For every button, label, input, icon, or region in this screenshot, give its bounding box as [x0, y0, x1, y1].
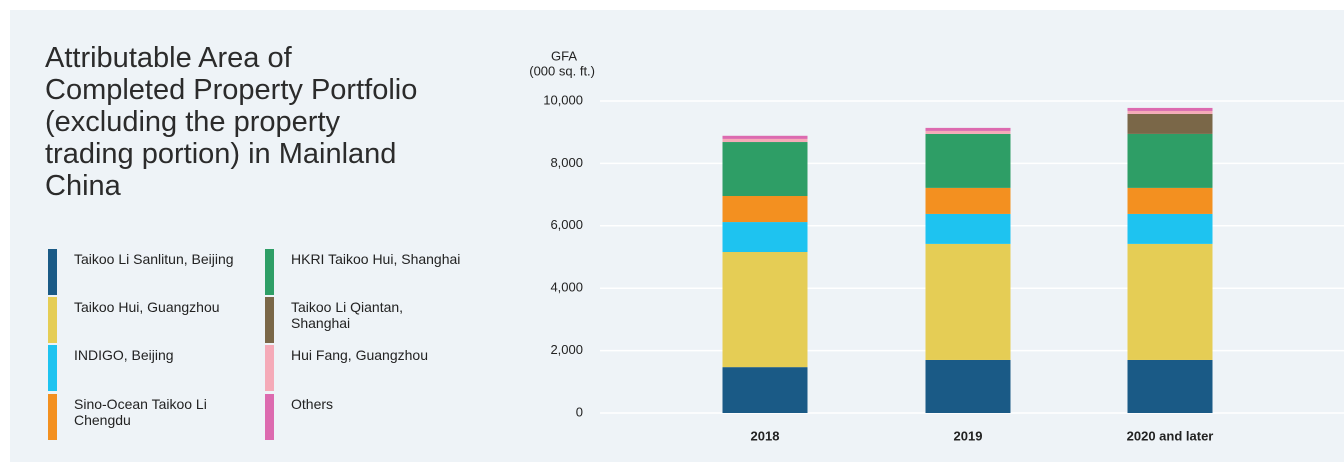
legend-swatch — [48, 297, 57, 343]
legend-label: Taikoo Li Qiantan, Shanghai — [291, 299, 404, 331]
legend-swatch — [265, 394, 274, 440]
bar-segment — [722, 135, 808, 139]
x-tick-label: 2018 — [751, 428, 780, 443]
bar-segment — [722, 138, 808, 143]
panel — [10, 10, 1344, 462]
bar-segment — [1127, 113, 1213, 134]
y-tick-label: 0 — [576, 404, 583, 419]
bar-segment — [722, 367, 808, 413]
bar-segment — [722, 142, 808, 197]
legend-label: INDIGO, Beijing — [74, 347, 174, 363]
legend-label: Others — [291, 396, 334, 412]
y-axis-label: GFA — [551, 48, 577, 63]
bar-segment — [1127, 133, 1213, 188]
bar-segment — [1127, 359, 1213, 413]
y-axis-label: (000 sq. ft.) — [529, 63, 595, 78]
x-tick-label: 2020 and later — [1127, 428, 1214, 443]
bar-segment — [925, 187, 1011, 214]
legend-swatch — [265, 297, 274, 343]
legend-label: Taikoo Hui, Guangzhou — [74, 299, 220, 315]
legend-label: Sino-Ocean Taikoo Li Chengdu — [74, 396, 207, 428]
bar-segment — [925, 130, 1011, 134]
bar-segment — [722, 252, 808, 368]
bar-segment — [722, 196, 808, 223]
y-tick-label: 8,000 — [550, 155, 583, 170]
y-tick-label: 6,000 — [550, 217, 583, 232]
bar-segment — [925, 243, 1011, 360]
bar-segment — [925, 359, 1011, 413]
bar-segment — [1127, 243, 1213, 360]
chart-title: Attributable Area of Completed Property … — [45, 42, 418, 202]
bar-segment — [925, 133, 1011, 188]
bar-segment — [1127, 107, 1213, 111]
legend-swatch — [48, 249, 57, 295]
legend-label: HKRI Taikoo Hui, Shanghai — [291, 251, 461, 267]
y-tick-label: 2,000 — [550, 342, 583, 357]
bar-segment — [925, 213, 1011, 244]
bar-segment — [722, 222, 808, 253]
y-tick-label: 4,000 — [550, 280, 583, 295]
y-tick-label: 10,000 — [543, 92, 583, 107]
legend-label: Taikoo Li Sanlitun, Beijing — [74, 251, 234, 267]
legend-swatch — [265, 345, 274, 391]
bar-segment — [1127, 213, 1213, 244]
legend-swatch — [48, 394, 57, 440]
legend-swatch — [265, 249, 274, 295]
legend-label: Hui Fang, Guangzhou — [291, 347, 428, 363]
x-tick-label: 2019 — [954, 428, 983, 443]
legend-swatch — [48, 345, 57, 391]
bar-segment — [1127, 110, 1213, 114]
bar-segment — [1127, 187, 1213, 214]
bar-segment — [925, 127, 1011, 131]
